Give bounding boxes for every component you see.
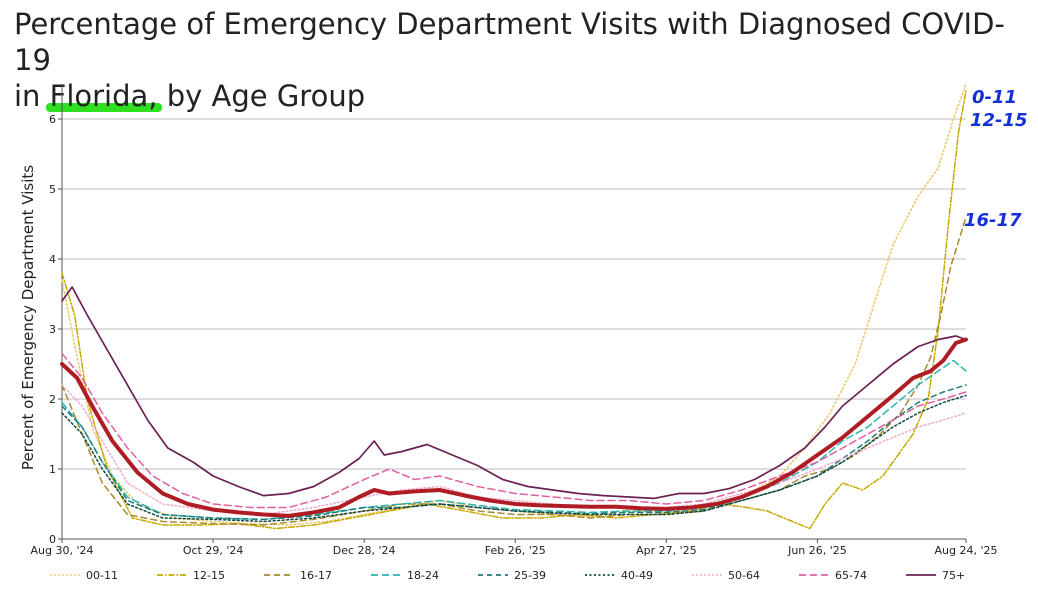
y-axis-label: Percent of Emergency Department Visits (19, 165, 37, 470)
annotation-12-15: 12-15 (970, 110, 1028, 131)
grid-lines (62, 118, 966, 470)
x-axis-ticks: Aug 30, '24 Oct 29, '24 Dec 28, '24 Feb 26,… (31, 539, 998, 557)
legend-label: 75+ (942, 569, 965, 582)
legend-label: 65-74 (835, 569, 867, 582)
x-tick-label: Jun 26, '25 (787, 544, 847, 557)
legend: 00-11 12-15 16-17 18-24 25-39 40-49 50-64 65-74… (50, 569, 965, 582)
x-tick-label: Apr 27, '25 (636, 544, 697, 557)
handwritten-annotations: 0-11 12-15 16-17 (964, 87, 1028, 231)
chart-title: Percentage of Emergency Department Visit… (14, 6, 1014, 114)
legend-label: 25-39 (514, 569, 546, 582)
y-tick-label: 2 (49, 393, 56, 406)
y-tick-label: 5 (49, 183, 56, 196)
series-line-40-49 (61, 394, 967, 523)
y-tick-label: 4 (49, 253, 56, 266)
y-tick-label: 3 (49, 323, 56, 336)
annotation-16-17: 16-17 (964, 210, 1022, 231)
y-tick-label: 0 (49, 533, 56, 546)
title-line-2: in Florida, by Age Group (14, 78, 1014, 114)
x-tick-label: Oct 29, '24 (183, 544, 244, 557)
series-line-65-74 (61, 352, 967, 509)
x-tick-label: Aug 24, '25 (935, 544, 998, 557)
legend-label: 00-11 (86, 569, 118, 582)
series-line-16-17 (61, 216, 967, 526)
series-line-18-24 (61, 359, 967, 521)
legend-label: 12-15 (193, 569, 225, 582)
y-axis-ticks: 0 1 2 3 4 5 6 (49, 113, 62, 546)
title-state-highlight: Florida, (45, 79, 162, 113)
title-suffix: by Age Group (157, 79, 366, 113)
series-line-75- (61, 286, 967, 500)
y-tick-label: 6 (49, 113, 56, 126)
title-state: Florida, (49, 79, 158, 113)
x-tick-label: Feb 26, '25 (485, 544, 546, 557)
y-tick-label: 1 (49, 463, 56, 476)
x-tick-label: Aug 30, '24 (31, 544, 94, 557)
series-line-12-15 (61, 90, 967, 530)
series-lines (60, 83, 968, 530)
legend-label: 16-17 (300, 569, 332, 582)
series-line-00-11 (61, 83, 967, 526)
x-tick-label: Dec 28, '24 (333, 544, 396, 557)
series-line-50-64 (61, 384, 967, 516)
title-line-1: Percentage of Emergency Department Visit… (14, 7, 1005, 77)
series-line-overall (60, 337, 968, 518)
legend-label: 40-49 (621, 569, 653, 582)
legend-label: 50-64 (728, 569, 760, 582)
annotation-0-11: 0-11 (972, 87, 1017, 108)
title-prefix: in (14, 79, 50, 113)
legend-label: 18-24 (407, 569, 439, 582)
